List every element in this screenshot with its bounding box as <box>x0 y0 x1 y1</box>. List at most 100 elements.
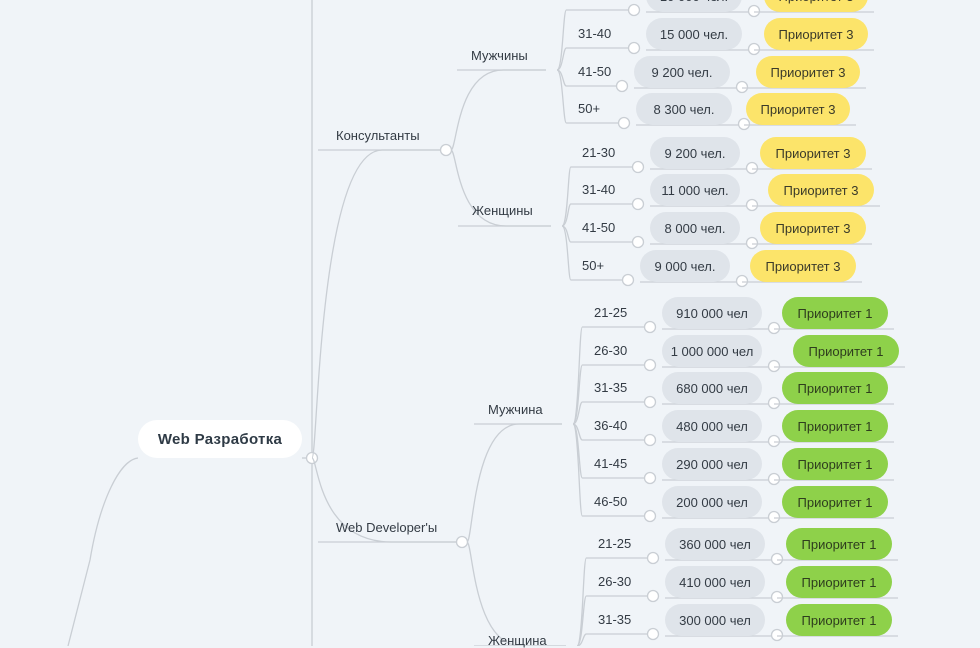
count-pill[interactable]: 8 000 чел. <box>650 212 740 244</box>
root-node[interactable]: Web Разработка <box>138 420 302 458</box>
priority-pill[interactable]: Приоритет 1 <box>782 372 888 404</box>
age-handle[interactable] <box>643 433 657 447</box>
count-pill-label: 8 000 чел. <box>664 220 726 236</box>
age-handle[interactable] <box>643 320 657 334</box>
row-1-1-1-curve <box>576 595 594 646</box>
count-pill[interactable]: 410 000 чел <box>665 566 765 598</box>
age-handle[interactable] <box>627 3 641 17</box>
count-handle[interactable] <box>767 359 781 373</box>
priority-pill[interactable]: Приоритет 3 <box>764 18 868 50</box>
count-pill-label: 9 200 чел. <box>664 145 726 161</box>
count-pill[interactable]: 480 000 чел <box>662 410 762 442</box>
count-handle[interactable] <box>747 42 761 56</box>
row-0-1-3-curve <box>561 225 578 281</box>
count-handle[interactable] <box>745 236 759 250</box>
row-0-1-0-curve <box>561 166 578 227</box>
priority-pill[interactable]: Приоритет 1 <box>786 604 892 636</box>
row-1-0-2-curve <box>572 401 590 425</box>
age-handle[interactable] <box>621 273 635 287</box>
count-pill[interactable]: 200 000 чел <box>662 486 762 518</box>
priority-pill[interactable]: Приоритет 3 <box>760 212 866 244</box>
count-handle[interactable] <box>737 117 751 131</box>
branch-1-curve <box>311 457 456 543</box>
group-0-1-label: Женщины <box>472 203 533 218</box>
count-handle[interactable] <box>735 80 749 94</box>
count-handle[interactable] <box>767 396 781 410</box>
age-handle[interactable] <box>631 197 645 211</box>
age-label: 21-30 <box>582 145 616 160</box>
count-pill[interactable]: 290 000 чел <box>662 448 762 480</box>
count-handle[interactable] <box>767 510 781 524</box>
count-handle[interactable] <box>770 552 784 566</box>
count-pill[interactable]: 9 200 чел. <box>634 56 730 88</box>
age-handle[interactable] <box>643 471 657 485</box>
priority-pill-label: Приоритет 1 <box>797 418 873 434</box>
age-label: 41-50 <box>578 64 612 79</box>
age-handle[interactable] <box>627 41 641 55</box>
count-handle[interactable] <box>745 198 759 212</box>
priority-pill[interactable]: Приоритет 1 <box>782 486 888 518</box>
count-handle[interactable] <box>767 472 781 486</box>
count-pill[interactable]: 9 200 чел. <box>650 137 740 169</box>
count-pill[interactable]: 680 000 чел <box>662 372 762 404</box>
count-pill-label: 680 000 чел <box>676 380 748 396</box>
count-handle[interactable] <box>735 274 749 288</box>
branch-1-handle[interactable] <box>455 535 469 549</box>
priority-pill[interactable]: Приоритет 1 <box>782 297 888 329</box>
age-handle[interactable] <box>631 160 645 174</box>
count-pill[interactable]: 1 000 000 чел <box>662 335 762 367</box>
priority-pill[interactable]: Приоритет 3 <box>760 137 866 169</box>
priority-pill-label: Приоритет 3 <box>770 64 846 80</box>
count-handle[interactable] <box>767 321 781 335</box>
priority-pill[interactable]: Приоритет 1 <box>782 410 888 442</box>
age-handle[interactable] <box>646 589 660 603</box>
count-pill[interactable]: 910 000 чел <box>662 297 762 329</box>
row-1-0-1-curve <box>572 364 590 425</box>
count-pill[interactable]: 15 000 чел. <box>646 18 742 50</box>
priority-pill[interactable]: Приоритет 3 <box>750 250 856 282</box>
age-label: 41-45 <box>594 456 628 471</box>
priority-pill[interactable]: Приоритет 3 <box>756 56 860 88</box>
priority-pill[interactable]: Приоритет 3 <box>746 93 850 125</box>
priority-pill-label: Приоритет 1 <box>797 305 873 321</box>
priority-pill[interactable]: Приоритет 3 <box>764 0 868 12</box>
age-handle[interactable] <box>643 509 657 523</box>
count-handle[interactable] <box>770 628 784 642</box>
count-pill[interactable]: 300 000 чел <box>665 604 765 636</box>
priority-pill[interactable]: Приоритет 1 <box>786 528 892 560</box>
priority-pill[interactable]: Приоритет 1 <box>786 566 892 598</box>
count-handle[interactable] <box>745 161 759 175</box>
age-label: 36-40 <box>594 418 628 433</box>
group-0-0-curve <box>450 69 546 151</box>
priority-pill[interactable]: Приоритет 1 <box>782 448 888 480</box>
count-handle[interactable] <box>767 434 781 448</box>
priority-pill-label: Приоритет 3 <box>775 145 851 161</box>
priority-pill-label: Приоритет 1 <box>801 536 877 552</box>
age-handle[interactable] <box>643 395 657 409</box>
priority-pill-label: Приоритет 1 <box>797 494 873 510</box>
branch-0-handle[interactable] <box>439 143 453 157</box>
age-handle[interactable] <box>631 235 645 249</box>
row-1-0-0-curve <box>572 326 590 425</box>
priority-pill[interactable]: Приоритет 1 <box>793 335 899 367</box>
priority-pill[interactable]: Приоритет 3 <box>768 174 874 206</box>
count-pill[interactable]: 360 000 чел <box>665 528 765 560</box>
count-pill[interactable]: 8 300 чел. <box>636 93 732 125</box>
root-label: Web Разработка <box>157 430 283 448</box>
count-pill-label: 360 000 чел <box>679 536 751 552</box>
age-handle[interactable] <box>646 627 660 641</box>
age-handle[interactable] <box>643 358 657 372</box>
priority-pill-label: Приоритет 1 <box>801 612 877 628</box>
count-pill[interactable]: 10 000 чел. <box>646 0 742 12</box>
age-handle[interactable] <box>617 116 631 130</box>
age-label: 31-40 <box>578 26 612 41</box>
age-handle[interactable] <box>615 79 629 93</box>
count-pill[interactable]: 11 000 чел. <box>650 174 740 206</box>
count-pill[interactable]: 9 000 чел. <box>640 250 730 282</box>
count-handle[interactable] <box>770 590 784 604</box>
count-handle[interactable] <box>747 4 761 18</box>
age-label: 21-25 <box>594 305 628 320</box>
age-handle[interactable] <box>646 551 660 565</box>
count-pill-label: 480 000 чел <box>676 418 748 434</box>
count-pill-label: 15 000 чел. <box>659 26 729 42</box>
